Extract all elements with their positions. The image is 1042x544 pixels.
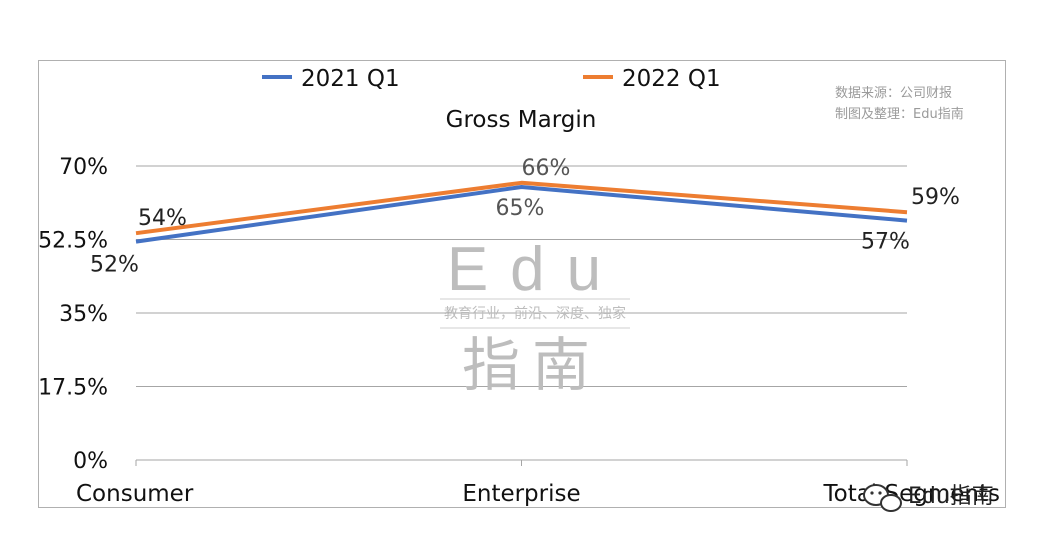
series-lines	[135, 180, 908, 244]
y-tick-label: 17.5%	[38, 376, 108, 401]
data-label: 66%	[522, 156, 571, 181]
data-label: 65%	[496, 196, 545, 221]
data-labels: 52% 65% 57% 54% 66% 59%	[90, 156, 960, 278]
y-tick-label: 35%	[59, 302, 108, 327]
legend-label-2022: 2022 Q1	[622, 66, 721, 92]
corner-badge: Edu指南	[863, 484, 994, 512]
watermark-bottom: 指南	[462, 331, 602, 399]
chart-frame	[38, 60, 1006, 508]
series-line-2022-q1	[135, 180, 908, 236]
y-tick-label: 0%	[73, 449, 108, 474]
source-line-2: 制图及整理：Edu指南	[835, 106, 964, 122]
x-category-label: Consumer	[76, 481, 194, 507]
corner-badge-text: Edu指南	[908, 484, 994, 509]
watermark-subtitle: 教育行业，前沿、深度、独家	[444, 305, 626, 322]
watermark: Edu 教育行业，前沿、深度、独家 指南	[440, 235, 630, 399]
x-category-label: Enterprise	[462, 481, 580, 507]
series-line-2021-q1	[135, 185, 908, 244]
data-label: 57%	[861, 230, 910, 255]
legend-label-2021: 2021 Q1	[301, 66, 400, 92]
source-line-1: 数据来源：公司财报	[835, 86, 952, 101]
chart-title: Gross Margin	[446, 107, 597, 133]
data-label: 52%	[90, 253, 139, 278]
y-axis-ticks: 0% 17.5% 35% 52.5% 70%	[38, 155, 108, 474]
legend: 2021 Q1 2022 Q1	[262, 66, 721, 92]
x-axis-categories: Consumer Enterprise Total Segments	[76, 460, 1000, 507]
x-category-label: Total Segments	[822, 481, 1000, 507]
y-tick-label: 52.5%	[38, 229, 108, 254]
gridlines	[136, 165, 907, 461]
data-label: 59%	[911, 185, 960, 210]
watermark-big: Edu	[447, 235, 623, 304]
wechat-icon	[863, 484, 902, 512]
data-label: 54%	[138, 206, 187, 231]
y-tick-label: 70%	[59, 155, 108, 180]
